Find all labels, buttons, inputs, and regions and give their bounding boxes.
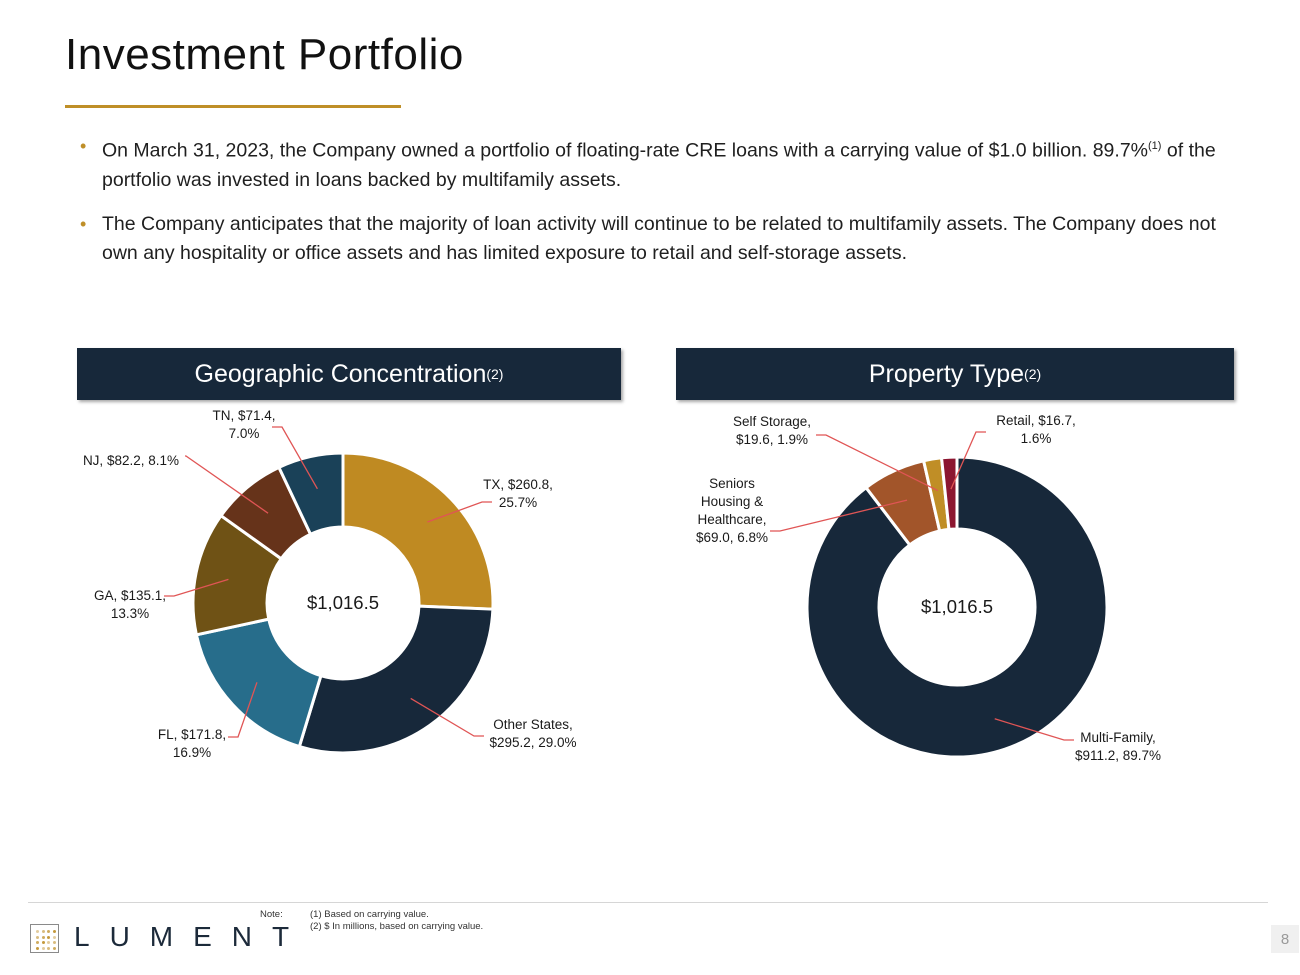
page-number: 8 [1271, 925, 1299, 953]
logo-dot [36, 930, 39, 933]
logo-dot [52, 930, 56, 933]
footnote-1: (1) Based on carrying value. [310, 909, 429, 920]
leader-line-nj [185, 455, 269, 514]
data-label-multi-family: Multi-Family, $911.2, 89.7% [1075, 730, 1161, 763]
leader-line-ga [164, 578, 229, 597]
logo-dot [52, 946, 56, 950]
footer-divider [28, 902, 1268, 903]
leader-line-tx [427, 501, 492, 523]
bullet-text: The Company anticipates that the majorit… [102, 212, 1216, 264]
geographic-chart-title: Geographic Concentration [194, 359, 487, 388]
slice-other-states [297, 604, 495, 755]
data-label-tx: TX, $260.8, 25.7% [483, 477, 553, 510]
footnote-ref: (1) [1148, 140, 1162, 152]
footnote-ref: (2) [486, 366, 504, 382]
bullet-list: • On March 31, 2023, the Company owned a… [78, 132, 1228, 283]
data-label-other-states: Other States, $295.2, 29.0% [489, 717, 576, 750]
bullet-marker: • [80, 213, 87, 234]
leader-line-multi-family [994, 718, 1074, 741]
data-label-retail: Retail, $16.7, 1.6% [996, 413, 1076, 446]
leader-line-seniors-housing-healthcare [770, 499, 908, 532]
footnote-2: (2) $ In millions, based on carrying val… [310, 921, 484, 932]
leader-line-self-storage [816, 434, 939, 492]
slice-tx [341, 451, 495, 611]
bullet-item: • On March 31, 2023, the Company owned a… [78, 132, 1228, 195]
logo-dot [47, 930, 50, 933]
chart-total-label: $1,016.5 [307, 592, 379, 613]
note-label: Note: [260, 909, 283, 920]
geographic-chart-header: Geographic Concentration (2) [77, 348, 621, 400]
logo-dot [36, 946, 39, 950]
leader-line-retail [950, 431, 986, 490]
footnotes: (1) Based on carrying value. (2) $ In mi… [310, 909, 483, 933]
title-underline [65, 105, 401, 108]
leader-line-tn [272, 426, 318, 490]
bullet-text: On March 31, 2023, the Company owned a p… [102, 139, 1149, 162]
logo-dot [41, 930, 45, 933]
logo-dot [47, 946, 50, 950]
slice-retail [939, 455, 959, 532]
slice-multi-family [805, 455, 1109, 759]
footnote-ref: (2) [1024, 366, 1042, 382]
logo-dot [52, 941, 56, 944]
bullet-text-cont: of the portfolio was invested in loans b… [102, 139, 1216, 191]
data-label-fl: FL, $171.8, 16.9% [158, 727, 226, 760]
lument-logo-text: LUMENT [74, 921, 310, 952]
logo-dot [36, 935, 39, 939]
bullet-marker: • [80, 136, 87, 156]
data-label-seniors-housing-healthcare: Seniors Housing & Healthcare, $69.0, 6.8% [696, 476, 768, 545]
data-label-ga: GA, $135.1, 13.3% [94, 588, 166, 621]
bullet-item: • The Company anticipates that the major… [78, 210, 1228, 268]
logo-dot [36, 941, 39, 944]
page-title: Investment Portfolio [65, 30, 464, 79]
logo-dot [47, 935, 50, 939]
lument-logo-icon [30, 924, 59, 953]
logo-dot [41, 941, 45, 944]
logo-dot [47, 941, 50, 944]
slice-tn [276, 451, 345, 537]
data-label-nj: NJ, $82.2, 8.1% [83, 453, 179, 468]
data-label-self-storage: Self Storage, $19.6, 1.9% [733, 414, 811, 447]
geographic-donut-chart: TX, $260.8, 25.7% Other States, $295.2, 29.… [83, 408, 577, 760]
chart-total-label: $1,016.5 [921, 596, 993, 617]
leader-line-other-states [410, 697, 484, 737]
property-donut-chart: Multi-Family, $911.2, 89.7% Seniors Housing… [696, 413, 1161, 763]
logo-dot [52, 935, 56, 939]
property-chart-header: Property Type (2) [676, 348, 1234, 400]
logo-dot [41, 946, 45, 950]
leader-line-fl [228, 682, 258, 738]
data-label-tn: TN, $71.4, 7.0% [212, 408, 275, 441]
property-chart-title: Property Type [868, 359, 1025, 388]
logo-dot [41, 935, 45, 939]
